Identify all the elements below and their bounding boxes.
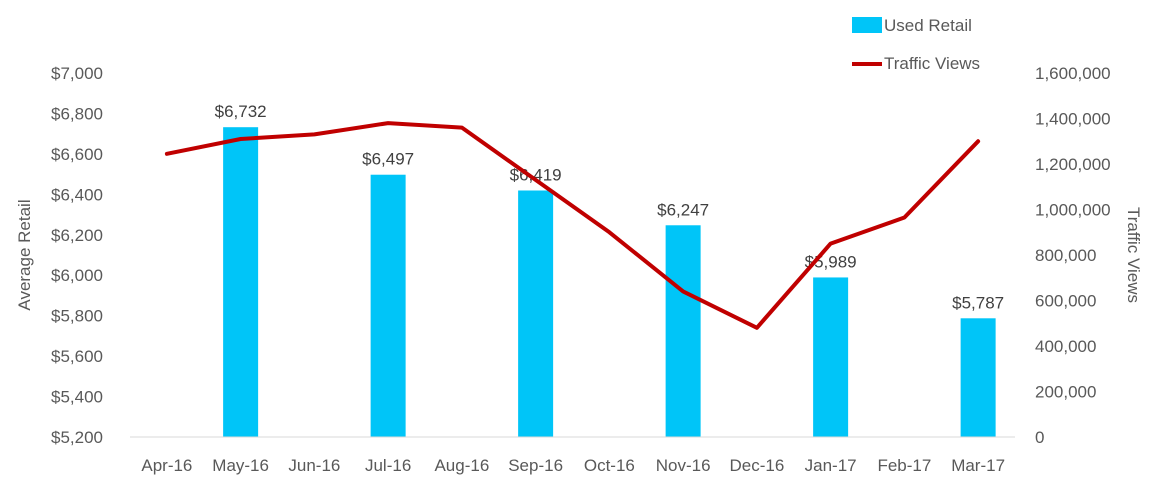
category-axis-ticks: Apr-16 May-16 Jun-16 Jul-16 Aug-16 Sep-16 Oct-… (141, 456, 1005, 475)
traffic-views-point (756, 327, 758, 329)
category-tick-label: May-16 (212, 456, 269, 475)
used-retail-bar (223, 127, 259, 437)
left-axis-title: Average Retail (15, 199, 34, 310)
legend-swatch-used-retail (852, 17, 882, 33)
left-axis-tick-label: $5,800 (51, 307, 103, 326)
right-axis-tick-label: 1,000,000 (1035, 201, 1111, 220)
left-axis-ticks: $5,200 $5,400 $5,600 $5,800 $6,000 $6,200 $6,4… (51, 64, 103, 447)
legend-label-traffic-views: Traffic Views (884, 54, 980, 73)
right-axis-tick-label: 200,000 (1035, 383, 1096, 402)
right-axis-tick-label: 600,000 (1035, 292, 1096, 311)
used-retail-data-labels: $6,732$6,497$6,419$6,247$5,989$5,787 (215, 102, 1005, 312)
left-axis-tick-label: $6,200 (51, 226, 103, 245)
used-retail-data-label: $6,497 (362, 150, 414, 169)
right-axis-tick-label: 0 (1035, 428, 1044, 447)
right-axis-title: Traffic Views (1124, 207, 1143, 303)
used-retail-data-label: $5,787 (952, 293, 1004, 312)
left-axis-tick-label: $5,400 (51, 388, 103, 407)
traffic-views-line (164, 121, 981, 330)
category-tick-label: Mar-17 (951, 456, 1005, 475)
traffic-views-point (682, 290, 684, 292)
right-axis-tick-label: 400,000 (1035, 337, 1096, 356)
category-tick-label: Jul-16 (365, 456, 411, 475)
left-axis-tick-label: $5,600 (51, 347, 103, 366)
category-tick-label: Sep-16 (508, 456, 563, 475)
traffic-views-point (830, 243, 832, 245)
right-axis-tick-label: 800,000 (1035, 246, 1096, 265)
used-retail-bar (665, 225, 701, 437)
right-axis-tick-label: 1,600,000 (1035, 64, 1111, 83)
traffic-views-point (903, 216, 905, 218)
category-tick-label: Jun-16 (288, 456, 340, 475)
right-axis-tick-label: 1,400,000 (1035, 110, 1111, 129)
used-retail-bar (518, 190, 554, 437)
category-tick-label: Dec-16 (729, 456, 784, 475)
traffic-views-line-group (164, 121, 981, 330)
used-retail-bar (370, 174, 406, 437)
category-tick-label: Nov-16 (656, 456, 711, 475)
left-axis-tick-label: $6,000 (51, 266, 103, 285)
category-tick-label: Jan-17 (805, 456, 857, 475)
traffic-views-point (240, 138, 242, 140)
traffic-views-point (387, 122, 389, 124)
legend: Used Retail Traffic Views (852, 16, 980, 73)
left-axis-tick-label: $5,200 (51, 428, 103, 447)
category-tick-label: Oct-16 (584, 456, 635, 475)
left-axis-tick-label: $7,000 (51, 64, 103, 83)
traffic-views-point (977, 140, 979, 142)
traffic-views-point (535, 179, 537, 181)
used-retail-bar (813, 277, 849, 437)
used-retail-bars (223, 127, 996, 437)
legend-label-used-retail: Used Retail (884, 16, 972, 35)
traffic-views-point (166, 153, 168, 155)
used-retail-bar (960, 318, 996, 437)
traffic-views-point (313, 133, 315, 135)
right-axis-tick-label: 1,200,000 (1035, 155, 1111, 174)
left-axis-tick-label: $6,800 (51, 104, 103, 123)
used-retail-data-label: $6,732 (215, 102, 267, 121)
left-axis-tick-label: $6,600 (51, 145, 103, 164)
category-tick-label: Aug-16 (434, 456, 489, 475)
used-retail-data-label: $6,247 (657, 200, 709, 219)
traffic-views-point (461, 127, 463, 129)
category-tick-label: Apr-16 (141, 456, 192, 475)
right-axis-ticks: 0 200,000 400,000 600,000 800,000 1,000,000 1,… (1035, 64, 1111, 447)
left-axis-tick-label: $6,400 (51, 185, 103, 204)
traffic-views-point (608, 231, 610, 233)
category-tick-label: Feb-17 (877, 456, 931, 475)
